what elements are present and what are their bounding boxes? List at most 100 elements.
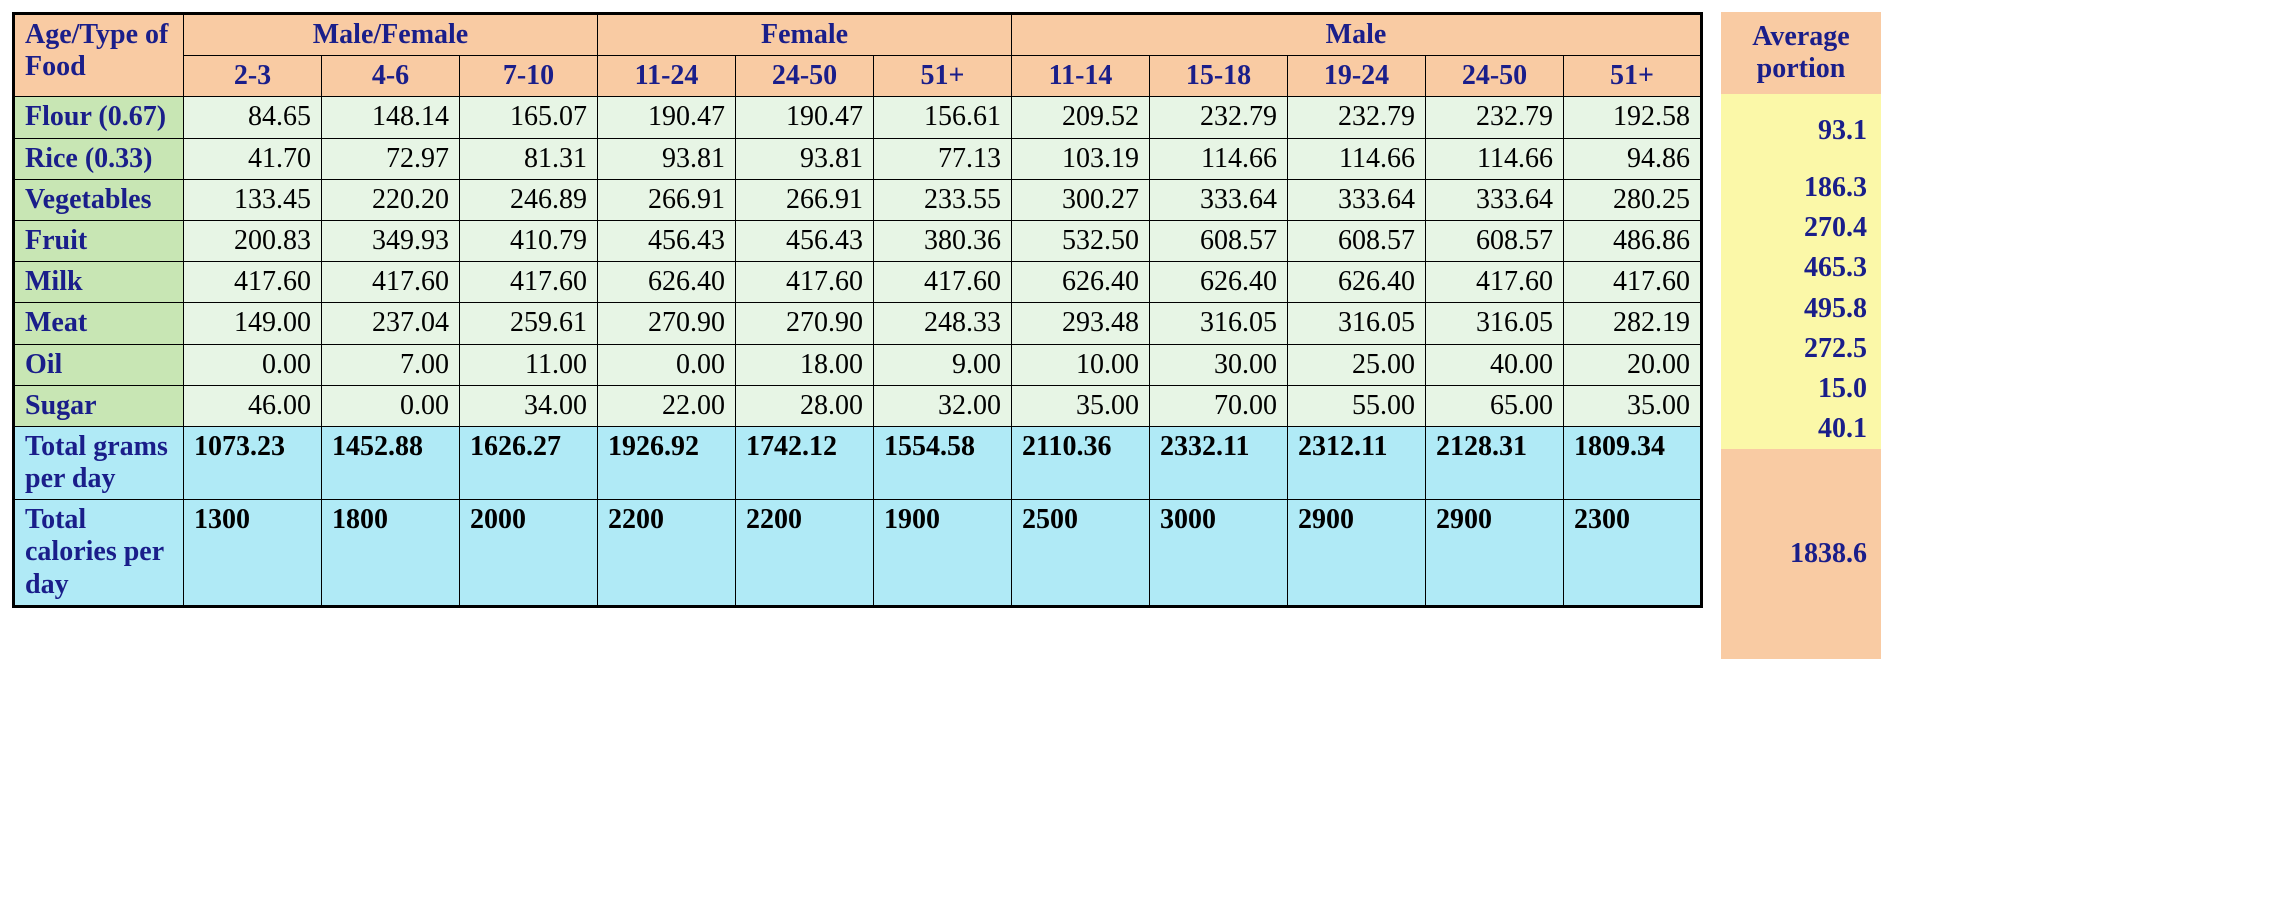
average-portion-cell: 186.3 [1721, 168, 1881, 208]
data-cell: 77.13 [874, 138, 1012, 179]
data-cell: 259.61 [460, 303, 598, 344]
table-row: Oil0.007.0011.000.0018.009.0010.0030.002… [14, 344, 1702, 385]
data-cell: 316.05 [1288, 303, 1426, 344]
data-cell: 35.00 [1564, 385, 1702, 426]
total-grams-cell: 1926.92 [598, 426, 736, 499]
average-portion-cell: 465.3 [1721, 248, 1881, 288]
header-group-mf: Male/Female [184, 14, 598, 56]
average-portion-panel: Average portion 93.1186.3270.4465.3495.8… [1721, 12, 1881, 659]
data-cell: 93.81 [736, 138, 874, 179]
total-grams-cell: 2312.11 [1288, 426, 1426, 499]
data-cell: 380.36 [874, 220, 1012, 261]
table-row: Vegetables133.45220.20246.89266.91266.91… [14, 179, 1702, 220]
total-grams-cell: 1626.27 [460, 426, 598, 499]
data-cell: 10.00 [1012, 344, 1150, 385]
data-cell: 65.00 [1426, 385, 1564, 426]
header-age: 11-14 [1012, 56, 1150, 97]
data-cell: 626.40 [1012, 262, 1150, 303]
row-label: Rice (0.33) [14, 138, 184, 179]
table-row: Rice (0.33)41.7072.9781.3193.8193.8177.1… [14, 138, 1702, 179]
header-age: 51+ [1564, 56, 1702, 97]
data-cell: 30.00 [1150, 344, 1288, 385]
total-grams-cell: 1809.34 [1564, 426, 1702, 499]
data-cell: 270.90 [598, 303, 736, 344]
data-cell: 410.79 [460, 220, 598, 261]
side-row: 272.5 [1721, 329, 1881, 369]
header-age: 4-6 [322, 56, 460, 97]
side-header: Average portion [1721, 12, 1881, 94]
header-corner: Age/Type of Food [14, 14, 184, 97]
row-label: Meat [14, 303, 184, 344]
average-portion-cell: 270.4 [1721, 208, 1881, 248]
average-portion-cell: 495.8 [1721, 289, 1881, 329]
side-row: 93.1 [1721, 94, 1881, 168]
total-calories-cell: 2300 [1564, 500, 1702, 607]
data-cell: 93.81 [598, 138, 736, 179]
data-cell: 417.60 [322, 262, 460, 303]
data-cell: 220.20 [322, 179, 460, 220]
data-cell: 22.00 [598, 385, 736, 426]
table-row: Milk417.60417.60417.60626.40417.60417.60… [14, 262, 1702, 303]
data-cell: 94.86 [1564, 138, 1702, 179]
food-portion-table: Age/Type of Food Male/Female Female Male… [12, 12, 1703, 608]
data-cell: 246.89 [460, 179, 598, 220]
data-cell: 11.00 [460, 344, 598, 385]
data-cell: 81.31 [460, 138, 598, 179]
header-row-ages: 2-3 4-6 7-10 11-24 24-50 51+ 11-14 15-18… [14, 56, 1702, 97]
data-cell: 266.91 [598, 179, 736, 220]
data-cell: 133.45 [184, 179, 322, 220]
side-row: 186.3 [1721, 168, 1881, 208]
row-label: Fruit [14, 220, 184, 261]
data-cell: 41.70 [184, 138, 322, 179]
table-row: Meat149.00237.04259.61270.90270.90248.33… [14, 303, 1702, 344]
total-grams-cell: 1742.12 [736, 426, 874, 499]
average-portion-cell: 272.5 [1721, 329, 1881, 369]
data-cell: 35.00 [1012, 385, 1150, 426]
data-cell: 0.00 [322, 385, 460, 426]
total-calories-cell: 1300 [184, 500, 322, 607]
data-cell: 34.00 [460, 385, 598, 426]
total-calories-cell: 3000 [1150, 500, 1288, 607]
header-group-male: Male [1012, 14, 1702, 56]
side-row: 465.3 [1721, 248, 1881, 288]
total-grams-cell: 1452.88 [322, 426, 460, 499]
data-cell: 32.00 [874, 385, 1012, 426]
total-calories-cell: 2900 [1288, 500, 1426, 607]
data-cell: 280.25 [1564, 179, 1702, 220]
data-cell: 316.05 [1426, 303, 1564, 344]
total-calories-label: Total calories per day [14, 500, 184, 607]
total-grams-row: Total grams per day1073.231452.881626.27… [14, 426, 1702, 499]
data-cell: 114.66 [1150, 138, 1288, 179]
data-cell: 237.04 [322, 303, 460, 344]
data-cell: 333.64 [1288, 179, 1426, 220]
data-cell: 190.47 [598, 97, 736, 138]
data-cell: 9.00 [874, 344, 1012, 385]
total-grams-cell: 2332.11 [1150, 426, 1288, 499]
data-cell: 20.00 [1564, 344, 1702, 385]
total-grams-cell: 1554.58 [874, 426, 1012, 499]
data-cell: 46.00 [184, 385, 322, 426]
row-label: Sugar [14, 385, 184, 426]
data-cell: 608.57 [1426, 220, 1564, 261]
average-portion-cell: 15.0 [1721, 369, 1881, 409]
data-cell: 417.60 [874, 262, 1012, 303]
data-cell: 70.00 [1150, 385, 1288, 426]
header-group-female: Female [598, 14, 1012, 56]
total-calories-cell: 2200 [598, 500, 736, 607]
header-age: 15-18 [1150, 56, 1288, 97]
data-cell: 486.86 [1564, 220, 1702, 261]
data-cell: 608.57 [1288, 220, 1426, 261]
data-cell: 165.07 [460, 97, 598, 138]
total-calories-cell: 2500 [1012, 500, 1150, 607]
header-age: 51+ [874, 56, 1012, 97]
total-grams-label: Total grams per day [14, 426, 184, 499]
data-cell: 200.83 [184, 220, 322, 261]
data-cell: 209.52 [1012, 97, 1150, 138]
header-age: 2-3 [184, 56, 322, 97]
header-age: 7-10 [460, 56, 598, 97]
side-row: 15.0 [1721, 369, 1881, 409]
total-calories-cell: 1800 [322, 500, 460, 607]
side-total-row: 1838.6 [1721, 449, 1881, 659]
total-calories-row: Total calories per day130018002000220022… [14, 500, 1702, 607]
data-cell: 270.90 [736, 303, 874, 344]
